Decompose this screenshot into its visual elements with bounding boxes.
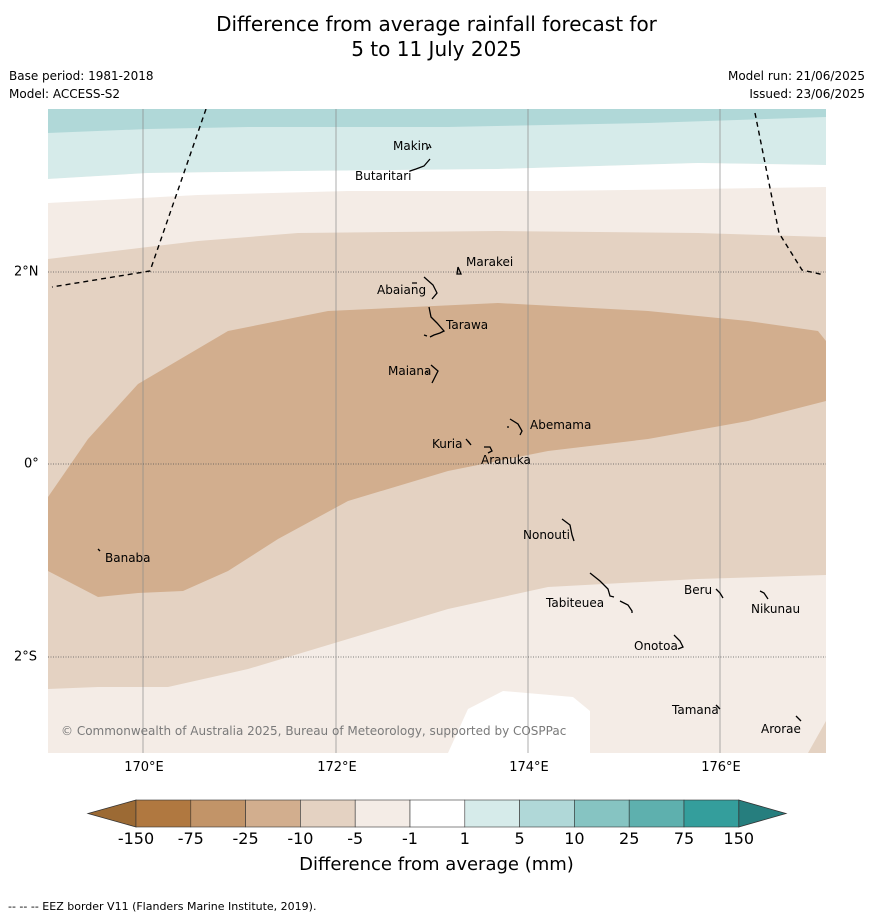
- colorbar-tick-label: 25: [619, 829, 640, 848]
- meta-left: Base period: 1981-2018 Model: ACCESS-S2: [9, 67, 154, 103]
- label-abaiang: Abaiang: [377, 283, 427, 297]
- island-nikunau: [759, 590, 769, 600]
- island-makin: [426, 143, 432, 150]
- colorbar-tick-label: 1: [459, 829, 470, 848]
- fill-white-band: [48, 163, 826, 203]
- island-onotoa: [673, 634, 684, 650]
- eez-border-east: [754, 112, 825, 276]
- label-abemama: Abemama: [530, 418, 592, 432]
- issued-date: Issued: 23/06/2025: [749, 87, 865, 101]
- island-tamana: [715, 704, 721, 710]
- island-kuria: [465, 438, 472, 446]
- model-name: Model: ACCESS-S2: [9, 87, 121, 101]
- label-beru: Beru: [684, 583, 713, 597]
- island-abemama: [507, 418, 523, 436]
- eez-border: [51, 109, 825, 288]
- colorbar-segment: [354, 799, 411, 828]
- colorbar-segment: [300, 799, 356, 828]
- colorbar-tick-label: -5: [347, 829, 364, 848]
- label-kuria: Kuria: [432, 437, 463, 451]
- label-nonouti: Nonouti: [523, 528, 570, 542]
- base-period: Base period: 1981-2018: [9, 69, 154, 83]
- colorbar-tick-label: 75: [673, 829, 695, 848]
- label-butaritari: Butaritari: [355, 169, 412, 183]
- colorbar-segments: [86, 799, 788, 828]
- colorbar-tick-label: -1: [402, 829, 418, 848]
- colorbar-segment: [245, 799, 301, 828]
- colorbar-segment: [409, 799, 466, 828]
- colorbar-tick-label: 5: [514, 829, 525, 848]
- label-tamana: Tamana: [672, 703, 719, 717]
- tick-lon-170e: 170°E: [124, 760, 164, 775]
- label-makin: Makin: [393, 139, 429, 153]
- island-butaritari: [409, 158, 431, 172]
- map-title: Difference from average rainfall forecas…: [0, 12, 873, 62]
- island-arorae: [795, 715, 802, 722]
- island-aranuka: [484, 446, 493, 454]
- fill-brown-core-region: [48, 303, 826, 597]
- tick-lon-176e: 176°E: [701, 760, 741, 775]
- fill-corner-patch: [808, 721, 826, 753]
- label-banaba: Banaba: [105, 551, 151, 565]
- colorbar-segment: [464, 799, 520, 828]
- island-nonouti: [561, 518, 575, 542]
- tick-lon-172e: 172°E: [317, 760, 357, 775]
- map-canvas: [48, 109, 826, 753]
- island-tabiteuea: [589, 572, 633, 613]
- label-marakei: Marakei: [466, 255, 514, 269]
- copyright-notice: © Commonwealth of Australia 2025, Bureau…: [61, 724, 567, 738]
- label-arorae: Arorae: [761, 722, 801, 736]
- colorbar-arrow-low: [86, 799, 137, 828]
- islands: [97, 143, 802, 722]
- colorbar-segment: [190, 799, 246, 828]
- colorbar-tick-label: -75: [177, 829, 204, 848]
- colorbar-segment: [519, 799, 575, 828]
- model-run: Model run: 21/06/2025: [727, 69, 865, 83]
- island-abaiang: [412, 276, 438, 300]
- colorbar-tick-label: -10: [287, 829, 314, 848]
- colorbar: [86, 799, 788, 828]
- fill-white-patch: [448, 691, 590, 753]
- colorbar-segment: [628, 799, 685, 828]
- island-banaba: [97, 548, 101, 552]
- colorbar-segment: [135, 799, 192, 828]
- label-tabiteuea: Tabiteuea: [546, 596, 605, 610]
- colorbar-tick-label: -25: [232, 829, 259, 848]
- title-line-1: Difference from average rainfall forecas…: [216, 12, 657, 36]
- map-panel: [48, 109, 826, 753]
- colorbar-tick-label: 10: [564, 829, 585, 848]
- colorbar-arrow-high: [738, 799, 788, 828]
- label-onotoa: Onotoa: [634, 639, 678, 653]
- tick-lat-0: 0°: [24, 456, 39, 472]
- tick-lon-174e: 174°E: [509, 760, 549, 775]
- meta-right: Model run: 21/06/2025 Issued: 23/06/2025: [728, 67, 865, 103]
- graticule: [142, 109, 721, 753]
- island-marakei: [456, 266, 462, 275]
- label-aranuka: Aranuka: [481, 453, 531, 467]
- label-tarawa: Tarawa: [446, 318, 489, 332]
- island-tarawa: [423, 306, 446, 338]
- island-maiana: [425, 364, 439, 384]
- eez-footnote: -- -- -- EEZ border V11 (Flanders Marine…: [8, 900, 317, 913]
- colorbar-segment: [574, 799, 630, 828]
- colorbar-segment: [683, 799, 740, 828]
- colorbar-tick-label: -150: [117, 829, 155, 848]
- eez-border-west: [51, 109, 207, 288]
- label-nikunau: Nikunau: [751, 602, 801, 616]
- title-line-2: 5 to 11 July 2025: [351, 37, 522, 61]
- parallels: [48, 271, 826, 658]
- island-beru: [715, 588, 724, 599]
- fill-teal-band: [48, 109, 826, 133]
- colorbar-title: Difference from average (mm): [299, 854, 574, 875]
- tick-lat-2s: 2°S: [14, 649, 38, 665]
- tick-lat-2n: 2°N: [14, 264, 39, 280]
- colorbar-tick-label: 150: [723, 829, 755, 848]
- label-maiana: Maiana: [388, 364, 432, 378]
